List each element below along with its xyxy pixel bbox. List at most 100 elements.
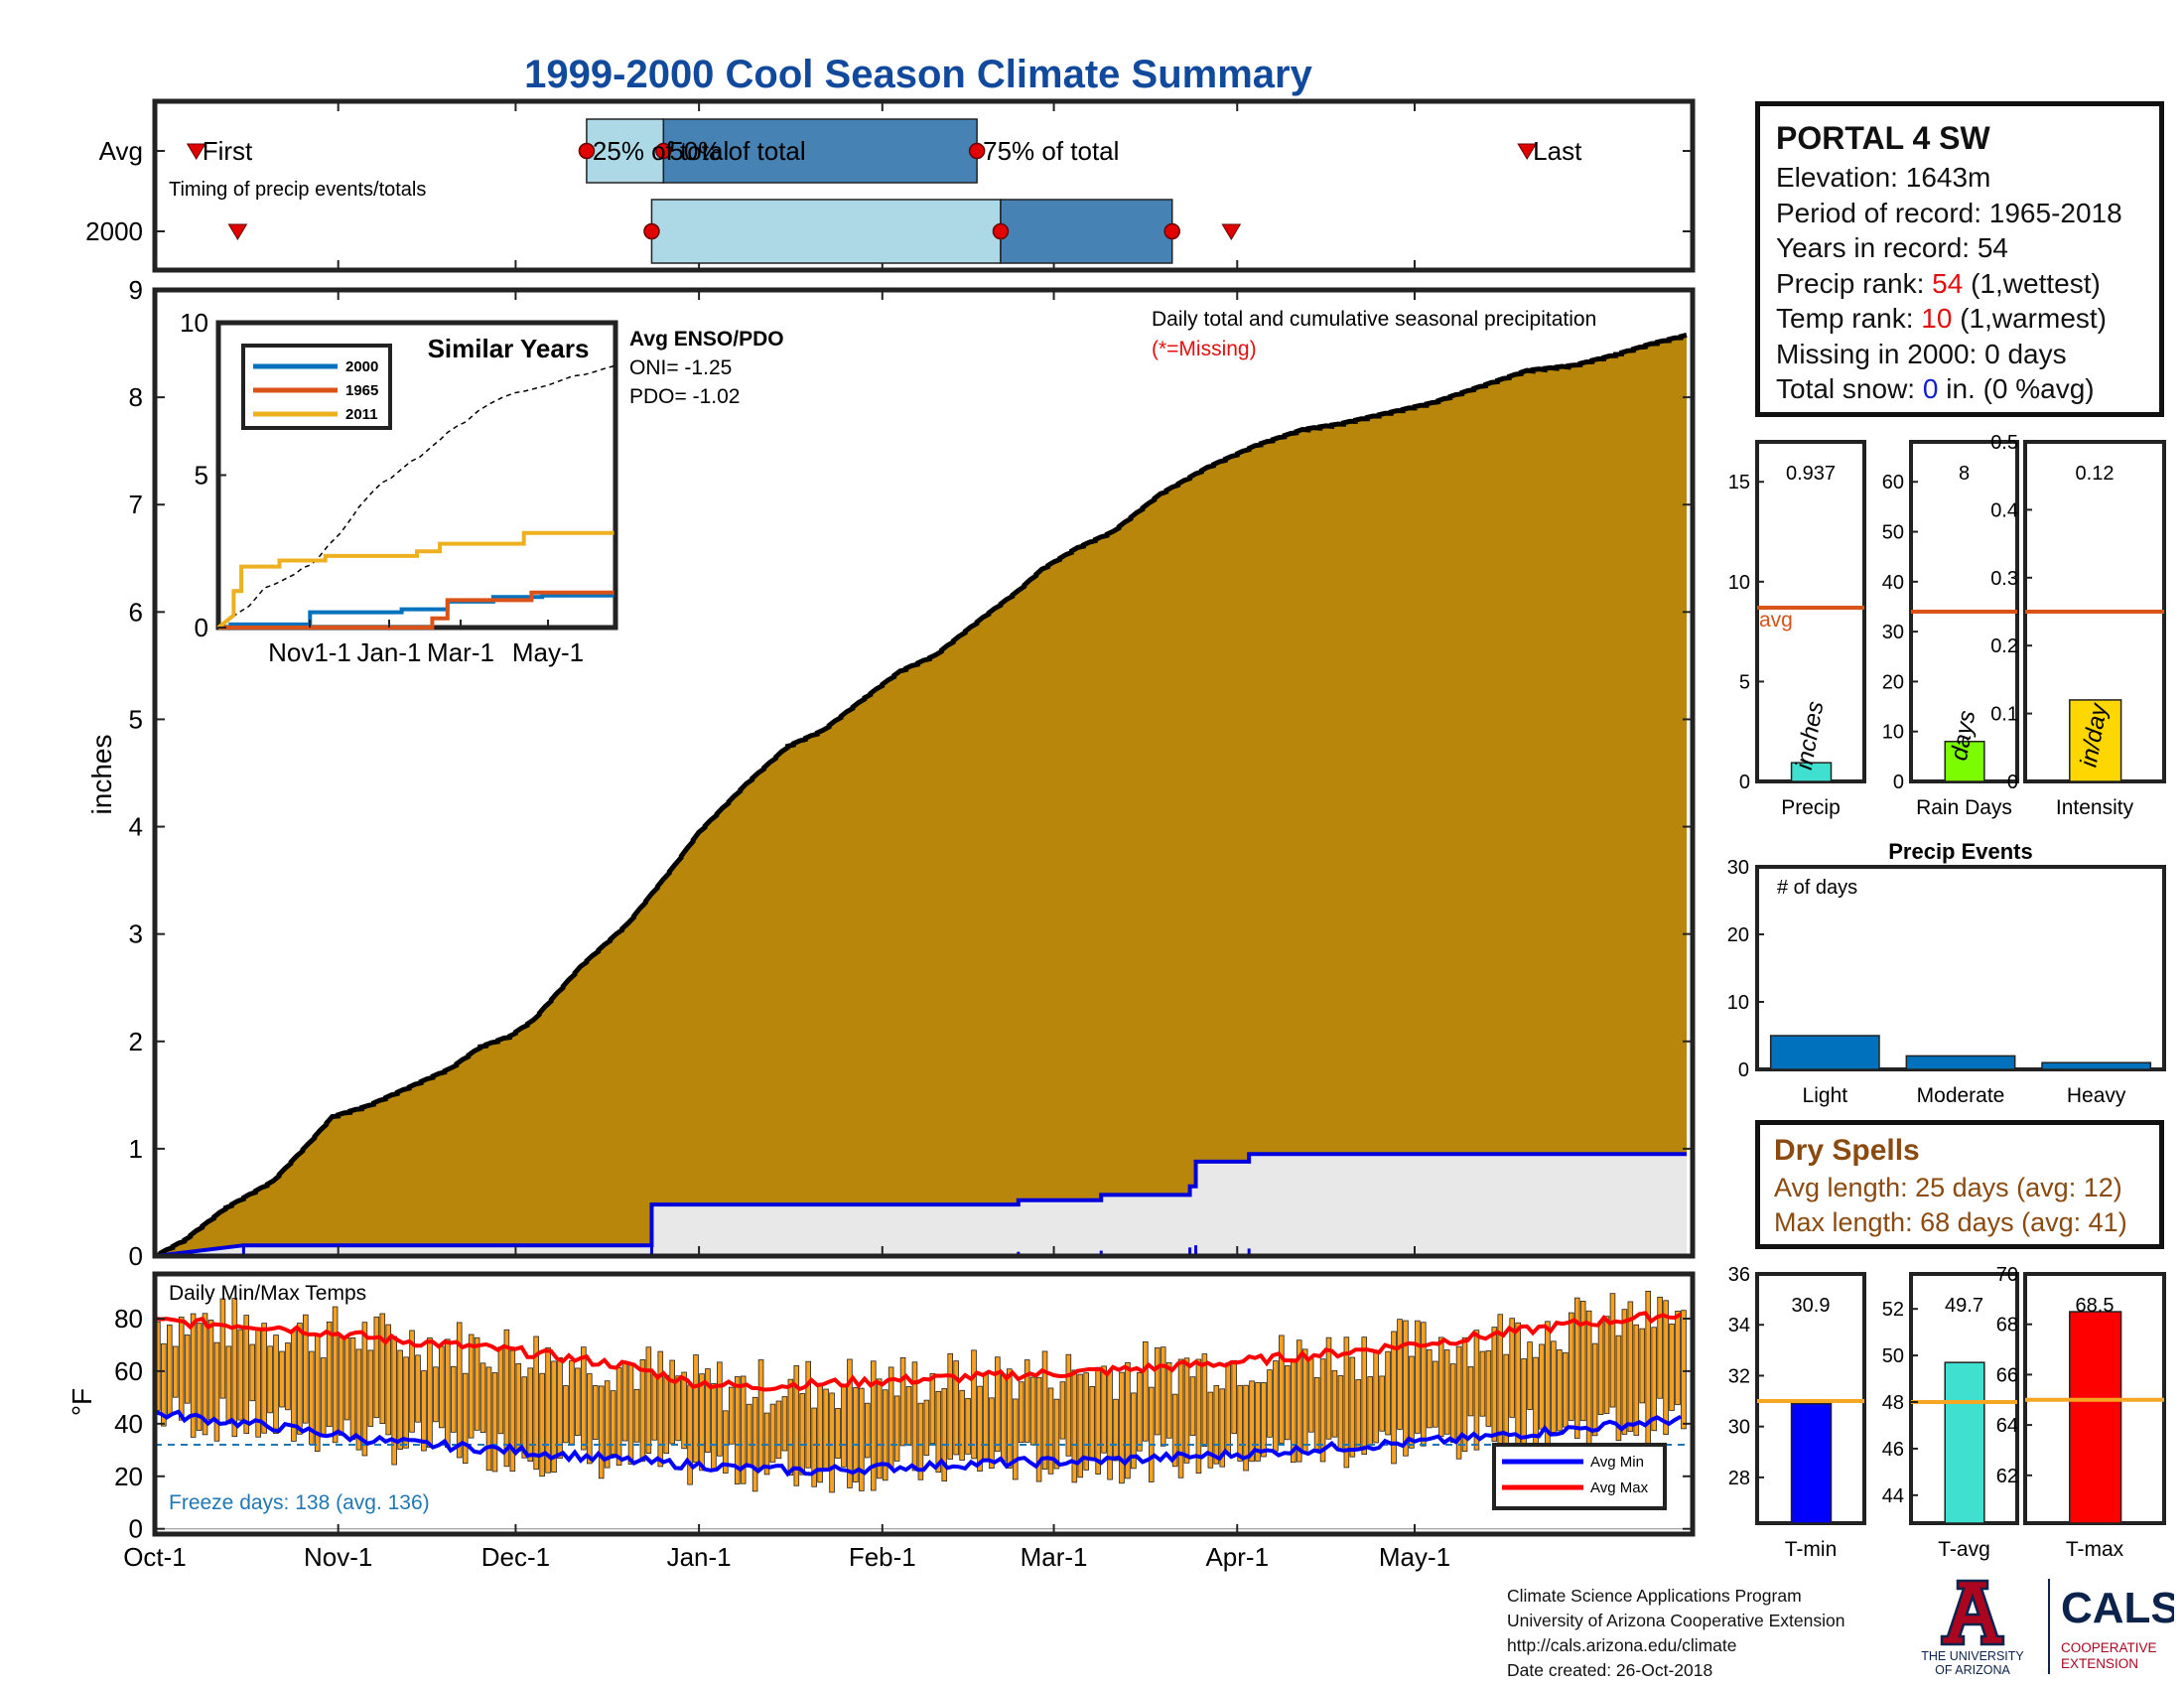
t-max-ytick-label: 64	[1996, 1415, 2018, 1437]
rain-days-value-label: 8	[1959, 463, 1970, 485]
daily-temp-bar	[1337, 1375, 1344, 1451]
events-ylabel: # of days	[1777, 877, 1857, 899]
daily-temp-bar	[225, 1345, 232, 1425]
t-min-ytick-label: 28	[1728, 1468, 1750, 1489]
station-name: PORTAL 4 SW	[1776, 120, 1990, 156]
daily-temp-bar	[1615, 1335, 1622, 1442]
events-category-label: Heavy	[2067, 1084, 2126, 1107]
t-min-panel: 28 30 32 34 36 30.9 T-min	[1728, 1264, 1866, 1561]
daily-temp-bar	[1403, 1320, 1409, 1457]
daily-temp-bar	[551, 1360, 557, 1474]
daily-temp-bar	[1101, 1365, 1107, 1454]
elevation-label: Elevation:	[1776, 162, 1906, 193]
similar-years-inset: 0 5 10 Nov1-1 Jan-1 Mar-1 May-1 Similar Years 20…	[180, 308, 784, 667]
daily-temp-bar	[787, 1378, 794, 1477]
dry-spells-avg: Avg length: 25 days (avg: 12)	[1774, 1173, 2122, 1202]
snow-note: in. (0 %avg)	[1938, 373, 2095, 404]
daily-temp-bar	[1077, 1373, 1084, 1478]
daily-temp-bar	[385, 1324, 392, 1436]
block-a-icon	[1940, 1579, 2005, 1646]
avg-cumulative-area	[155, 335, 1688, 1256]
temp-xtick-label: Oct-1	[123, 1542, 187, 1572]
daily-temp-bar	[1432, 1360, 1438, 1428]
precip-frame	[152, 287, 1696, 1259]
daily-temp-bar	[882, 1389, 888, 1481]
daily-temp-bar	[462, 1372, 469, 1464]
rain-days-category-label: Rain Days	[1916, 796, 2012, 819]
enso-pdo: PDO= -1.02	[629, 385, 740, 408]
events-category-label: Moderate	[1917, 1084, 2005, 1107]
timing-label-last: Last	[1533, 136, 1582, 166]
daily-temp-bar	[1473, 1330, 1480, 1451]
daily-temp-bar	[1539, 1343, 1545, 1430]
precip-total-ytick-label: 0	[1739, 772, 1750, 793]
daily-temp-bar	[1391, 1331, 1397, 1465]
daily-temp-bar	[503, 1329, 510, 1468]
daily-temp-bar	[1177, 1358, 1184, 1478]
temp-xtick-label: Nov-1	[304, 1542, 372, 1572]
inset-ytick-label: 5	[195, 461, 208, 491]
timing-marker-p25	[643, 222, 660, 240]
timing-triangle-last	[1221, 223, 1242, 240]
avg-cumulative-line	[154, 332, 1688, 1259]
t-avg-panel: 44 46 48 50 52 49.7 T-avg	[1882, 1272, 2019, 1561]
daily-temp-bar	[1113, 1398, 1119, 1462]
daily-temp-bar	[1261, 1382, 1267, 1458]
timing-marker-p50	[992, 222, 1010, 240]
daily-temp-bar	[1007, 1368, 1013, 1469]
period-label: Period of record:	[1776, 197, 1989, 228]
temp-xtick-label: May-1	[1379, 1542, 1450, 1572]
daily-temp-bar	[841, 1384, 847, 1468]
daily-temp-bar	[1313, 1376, 1320, 1450]
daily-temp-bar	[1343, 1336, 1350, 1469]
daily-temp-bar	[1035, 1376, 1042, 1482]
daily-temp-bar	[403, 1356, 409, 1449]
daily-temp-bar	[1029, 1376, 1036, 1446]
daily-temp-bar	[1001, 1373, 1007, 1463]
t-avg-ytick-label: 46	[1882, 1439, 1904, 1461]
daily-temp-bar	[1349, 1356, 1356, 1458]
precip-ytick-label: 4	[129, 812, 143, 842]
footer-line-4: Date created: 26-Oct-2018	[1507, 1660, 1713, 1680]
daily-temp-bar	[1089, 1386, 1095, 1461]
years-line: Years in record: 54	[1776, 230, 2143, 266]
daily-temp-bar	[1071, 1369, 1078, 1483]
daily-temp-bar	[338, 1336, 344, 1436]
precip-ytick-label: 5	[129, 704, 143, 734]
daily-temp-bar	[711, 1383, 717, 1470]
station-info-box: PORTAL 4 SW Elevation: 1643m Period of r…	[1755, 101, 2164, 417]
daily-temp-bar	[320, 1357, 327, 1438]
daily-temp-bar	[468, 1334, 475, 1439]
daily-temp-bar	[1065, 1353, 1072, 1457]
daily-temp-bar	[675, 1375, 681, 1442]
dry-spells-max: Max length: 68 days (avg: 41)	[1774, 1207, 2127, 1237]
inset-legend-label-2011: 2011	[345, 406, 378, 423]
daily-temp-bar	[1527, 1341, 1533, 1411]
daily-temp-bar	[243, 1315, 250, 1435]
intensity-ytick-label: 0.2	[1990, 635, 2018, 657]
t-min-ytick-label: 32	[1728, 1365, 1750, 1387]
timing-triangle-last	[1517, 143, 1538, 160]
rain-days-ytick-label: 60	[1882, 472, 1904, 493]
t-min-ytick-label: 36	[1728, 1264, 1750, 1286]
daily-temp-bar	[1568, 1312, 1574, 1421]
daily-temp-bar	[1449, 1363, 1456, 1444]
daily-temp-bar	[190, 1313, 197, 1438]
daily-temp-bar	[959, 1389, 965, 1461]
daily-temp-bar	[971, 1349, 977, 1460]
daily-temp-bar	[1219, 1388, 1226, 1468]
rain-days-ytick-label: 0	[1893, 772, 1904, 793]
inset-ytick-label: 10	[180, 308, 208, 338]
daily-temp-bar	[1409, 1355, 1415, 1449]
daily-temp-bar	[1591, 1342, 1598, 1437]
daily-temp-bar	[870, 1360, 877, 1491]
precip-ytick-label: 2	[129, 1027, 143, 1056]
daily-temp-bar	[367, 1349, 374, 1427]
daily-temp-bar	[1125, 1361, 1131, 1479]
t-max-bar	[2069, 1311, 2122, 1524]
events-ytick-label: 20	[1727, 924, 1749, 946]
inset-title: Similar Years	[428, 334, 590, 363]
daily-temp-bar	[361, 1322, 368, 1457]
daily-temp-bar	[1579, 1301, 1586, 1422]
